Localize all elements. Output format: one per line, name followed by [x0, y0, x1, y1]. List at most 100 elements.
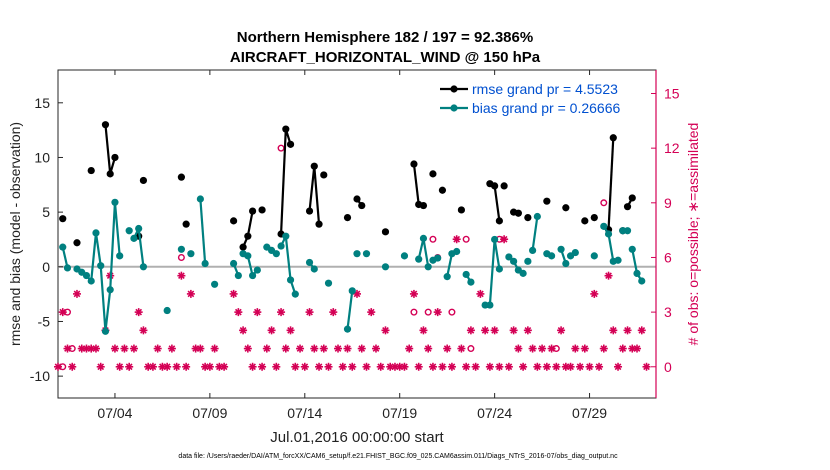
obs-assimilated-marker — [576, 362, 585, 371]
obs-assimilated-stroke — [567, 363, 574, 371]
bias-point — [272, 250, 280, 258]
obs-assimilated-stroke — [320, 345, 328, 352]
bias-line — [199, 198, 207, 264]
obs-possible-marker — [467, 345, 475, 353]
rmse-point — [73, 239, 81, 247]
obs-assimilated-marker — [139, 326, 148, 335]
obs-assimilated-marker — [281, 344, 290, 353]
obs-assimilated-marker — [599, 344, 608, 353]
obs-assimilated-marker — [229, 289, 238, 298]
obs-assimilated-stroke — [197, 345, 204, 352]
rmse-point — [258, 206, 266, 214]
bias-point — [557, 245, 565, 253]
obs-assimilated-stroke — [325, 363, 332, 371]
obs-assimilated-stroke — [415, 363, 423, 371]
obs-assimilated-stroke — [458, 345, 465, 352]
obs-assimilated-stroke — [382, 326, 389, 334]
legend: rmse grand pr = 4.5523 bias grand pr = 0… — [440, 81, 620, 116]
obs-assimilated-marker — [542, 362, 551, 371]
bias-point — [187, 250, 195, 258]
bias-point — [97, 262, 105, 270]
obs-assimilated-stroke — [220, 363, 228, 371]
obs-assimilated-stroke — [510, 326, 517, 334]
obs-assimilated-marker — [338, 362, 347, 371]
legend-rmse-label: rmse grand pr = 4.5523 — [472, 81, 618, 97]
obs-assimilated-marker — [343, 344, 352, 353]
obs-assimilated-marker — [319, 344, 328, 353]
x-tick-label: 07/29 — [572, 405, 607, 421]
y-right-tick-label: 0 — [664, 359, 672, 375]
obs-assimilated-stroke — [491, 326, 499, 334]
bias-point — [590, 252, 598, 260]
obs-assimilated-stroke — [581, 345, 589, 352]
obs-assimilated-marker — [637, 326, 646, 335]
rmse-point — [101, 121, 110, 129]
obs-assimilated-marker — [167, 344, 176, 353]
obs-assimilated-stroke — [154, 345, 162, 352]
obs-assimilated-stroke — [505, 363, 513, 371]
obs-assimilated-stroke — [339, 363, 347, 371]
obs-assimilated-stroke — [263, 345, 271, 352]
bias-point — [443, 273, 451, 281]
obs-assimilated-stroke — [125, 363, 133, 371]
obs-assimilated-stroke — [633, 345, 641, 352]
obs-assimilated-marker — [96, 362, 105, 371]
obs-assimilated-stroke — [287, 326, 294, 334]
rmse-point — [286, 140, 295, 148]
obs-assimilated-marker — [258, 362, 267, 371]
bias-point — [106, 286, 114, 294]
bias-point — [510, 257, 518, 265]
obs-assimilated-marker — [504, 362, 513, 371]
bias-point — [211, 280, 219, 288]
obs-possible-marker — [63, 308, 71, 316]
obs-assimilated-marker — [72, 289, 81, 298]
chart-subtitle: AIRCRAFT_HORIZONTAL_WIND @ 150 hPa — [230, 49, 541, 66]
obs-assimilated-stroke — [543, 363, 551, 371]
y-tick-label: 0 — [42, 259, 50, 275]
obs-assimilated-marker — [528, 344, 537, 353]
obs-assimilated-stroke — [552, 363, 560, 371]
bias-point — [628, 245, 636, 253]
bias-point — [286, 276, 295, 284]
obs-assimilated-marker — [433, 308, 442, 317]
obs-assimilated-stroke — [496, 363, 503, 371]
obs-assimilated-marker — [490, 326, 499, 335]
obs-assimilated-stroke — [443, 345, 451, 352]
obs-assimilated-marker — [324, 362, 333, 371]
plot-area — [57, 69, 657, 399]
rmse-point — [491, 182, 499, 190]
y-tick-label: 15 — [34, 95, 50, 111]
bias-point — [505, 253, 513, 261]
obs-assimilated-marker — [400, 362, 409, 371]
obs-assimilated-stroke — [163, 363, 171, 371]
obs-assimilated-marker — [428, 362, 437, 371]
obs-assimilated-stroke — [178, 272, 185, 280]
obs-assimilated-stroke — [187, 290, 195, 298]
bias-point — [462, 270, 470, 279]
obs-assimilated-stroke — [334, 345, 342, 352]
obs-assimilated-stroke — [268, 326, 275, 334]
obs-assimilated-stroke — [367, 308, 375, 316]
obs-assimilated-marker — [272, 362, 281, 371]
obs-assimilated-marker — [239, 326, 248, 335]
bias-point — [343, 325, 352, 333]
obs-assimilated-marker — [220, 362, 229, 371]
bias-point — [277, 242, 285, 250]
obs-assimilated-marker — [381, 326, 390, 335]
obs-assimilated-marker — [633, 344, 642, 353]
y-tick-label: 10 — [34, 149, 50, 165]
bias-point — [638, 277, 646, 285]
bias-point — [130, 234, 138, 242]
obs-assimilated-marker — [519, 362, 528, 371]
bias-point — [571, 248, 579, 257]
tick-layer: 07/04 07/09 07/14 07/19 07/24 07/29 -10 -5 0 5 10 1… — [30, 70, 680, 421]
bias-point — [116, 252, 124, 260]
obs-possible-marker — [410, 308, 418, 316]
obs-assimilated-stroke — [329, 308, 337, 316]
obs-assimilated-marker — [580, 344, 589, 353]
rmse-line — [607, 137, 615, 230]
obs-assimilated-stroke — [519, 363, 527, 371]
obs-assimilated-marker — [286, 326, 295, 335]
obs-assimilated-marker — [296, 344, 305, 353]
obs-assimilated-marker — [210, 344, 219, 353]
